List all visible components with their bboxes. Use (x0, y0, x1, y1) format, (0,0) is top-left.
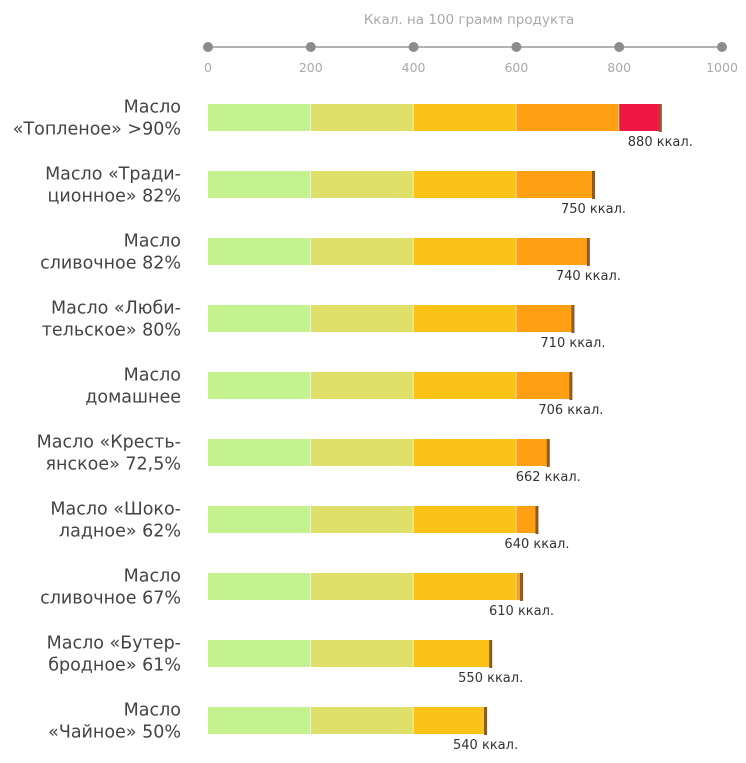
bar-row: Масло «Тради-ционное» 82% 750 ккал. (45, 165, 626, 218)
bar-row: Масло «Чайное» 50% 540 ккал. (48, 701, 518, 754)
bar-segment (310, 104, 414, 131)
bar-segment (413, 640, 491, 667)
tick-label: 1000 (706, 60, 738, 75)
bar-segment (310, 707, 414, 734)
category-label: Масло «Чайное» 50% (48, 701, 181, 743)
bar-row: Масло «Люби-тельское» 80% 710 ккал. (42, 299, 606, 352)
tick-dot (511, 42, 522, 52)
value-label: 610 ккал. (489, 604, 554, 619)
bar-row: Масло домашнее 706 ккал. (85, 366, 603, 419)
bar-segment (208, 439, 311, 466)
bar-segment (516, 439, 549, 466)
bar-segment (413, 238, 517, 265)
tick-dot (203, 42, 213, 52)
category-label: Масло сливочное 82% (40, 232, 181, 274)
bar-segment (208, 104, 311, 131)
bar-row: Масло сливочное 67% 610 ккал. (40, 567, 554, 620)
bar-segment (208, 573, 311, 600)
bar-row: Масло «Бутер-бродное» 61% 550 ккал. (47, 634, 524, 687)
bar-end-marker (520, 573, 524, 601)
bar-segment (208, 171, 311, 198)
bar-segment (516, 305, 573, 332)
value-label: 706 ккал. (538, 403, 603, 418)
tick-dot (717, 42, 727, 52)
bar-end-marker (592, 171, 595, 199)
bar-segment (516, 573, 522, 600)
bar-segment (310, 305, 414, 332)
tick-dot (614, 42, 625, 52)
tick-dot (305, 42, 316, 52)
bar-end-marker (569, 372, 573, 400)
bar-segment (516, 506, 537, 533)
bar-end-marker (489, 640, 493, 668)
bar-end-marker (535, 506, 539, 534)
bar-segment (310, 171, 414, 198)
value-label: 750 ккал. (561, 202, 626, 217)
bar-segment (413, 506, 517, 533)
tick-label: 0 (204, 60, 212, 75)
bar-segment (413, 171, 517, 198)
bar-segment (413, 573, 517, 600)
bar-segment (413, 372, 517, 399)
bar-segment (208, 640, 311, 667)
tick-dot (408, 42, 419, 52)
bar-end-marker (571, 305, 575, 333)
bar-row: Масло сливочное 82% 740 ккал. (40, 232, 621, 285)
bar-segment (310, 439, 414, 466)
bar-row: Масло «Кресть-янское» 72,5% 662 ккал. (37, 433, 581, 486)
bar-end-marker (658, 104, 662, 132)
bar-segment (208, 305, 311, 332)
bar-end-marker (586, 238, 590, 266)
bar-segment (619, 104, 661, 131)
value-label: 540 ккал. (453, 738, 518, 753)
bar-segment (413, 707, 486, 734)
tick-label: 800 (607, 60, 631, 75)
axis-title: Ккал. на 100 грамм продукта (364, 12, 575, 28)
bar-segment (310, 238, 414, 265)
category-label: Масло «Бутер-бродное» 61% (47, 634, 181, 676)
value-label: 640 ккал. (504, 537, 569, 552)
bar-segment (208, 707, 311, 734)
value-label: 662 ккал. (516, 470, 581, 485)
x-axis: 0 200 400 600 800 1000 (203, 42, 738, 75)
bar-segment (310, 506, 414, 533)
bar-segment (413, 305, 517, 332)
value-label: 710 ккал. (540, 336, 605, 351)
bar-segment (413, 439, 517, 466)
category-label: Масло домашнее (85, 366, 181, 408)
bar-segment (516, 238, 589, 265)
category-label: Масло «Люби-тельское» 80% (42, 299, 181, 341)
bar-segment (310, 372, 414, 399)
tick-label: 600 (504, 60, 528, 75)
bar-segment (516, 171, 594, 198)
value-label: 880 ккал. (628, 135, 693, 150)
tick-label: 400 (402, 60, 426, 75)
bar-segment (413, 104, 517, 131)
value-label: 550 ккал. (458, 671, 523, 686)
bar-row: Масло «Шоко-ладное» 62% 640 ккал. (50, 500, 569, 553)
category-label: Масло сливочное 67% (40, 567, 181, 609)
bar-segment (208, 238, 311, 265)
bar-segment (208, 372, 311, 399)
value-label: 740 ккал. (556, 269, 621, 284)
category-label: Масло «Тради-ционное» 82% (45, 165, 181, 207)
category-label: Масло «Кресть-янское» 72,5% (37, 433, 181, 475)
bar-end-marker (484, 707, 488, 735)
bar-segment (208, 506, 311, 533)
bar-segment (310, 640, 414, 667)
bar-end-marker (546, 439, 550, 467)
category-label: Масло «Топленое» >90% (13, 98, 181, 140)
bars-group: Масло «Топленое» >90%880 ккал.Масло «Трад… (13, 98, 693, 754)
category-label: Масло «Шоко-ладное» 62% (50, 500, 181, 542)
bar-segment (310, 573, 414, 600)
bar-segment (516, 372, 571, 399)
bar-row: Масло «Топленое» >90% 880 ккал. (13, 98, 693, 151)
bar-segment (516, 104, 620, 131)
tick-label: 200 (299, 60, 323, 75)
